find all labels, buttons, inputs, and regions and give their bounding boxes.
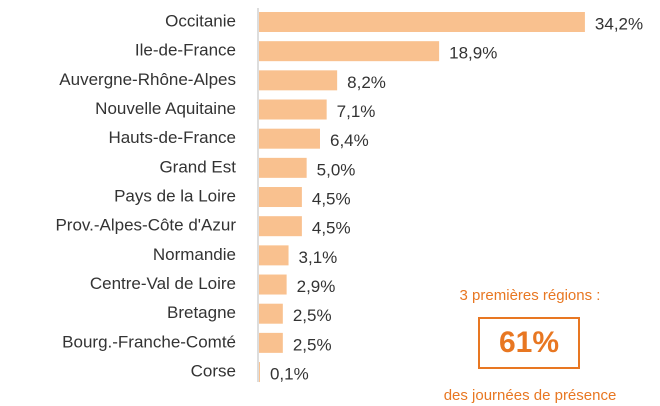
bar	[259, 274, 287, 295]
value-label: 4,5%	[312, 219, 351, 238]
category-label: Corse	[191, 362, 236, 381]
value-label: 8,2%	[347, 73, 386, 92]
category-label: Auvergne-Rhône-Alpes	[59, 70, 236, 89]
value-label: 2,9%	[297, 277, 336, 296]
annotation: des journées de présence	[444, 387, 617, 404]
value-label: 3,1%	[299, 248, 338, 267]
bar	[259, 245, 289, 266]
annotation: 3 premières régions :	[460, 287, 601, 304]
category-label: Nouvelle Aquitaine	[95, 99, 236, 118]
value-label: 6,4%	[330, 131, 369, 150]
value-label: 2,5%	[293, 335, 332, 354]
value-label: 18,9%	[449, 44, 497, 63]
bar	[259, 12, 585, 32]
category-label: Ile-de-France	[135, 41, 236, 60]
bar	[259, 216, 302, 237]
category-label: Pays de la Loire	[114, 187, 236, 206]
bar	[259, 99, 327, 120]
bar	[259, 362, 260, 383]
value-label: 34,2%	[595, 14, 643, 33]
bar	[259, 157, 307, 178]
value-label: 4,5%	[312, 190, 351, 209]
category-label: Grand Est	[159, 157, 236, 176]
value-label: 2,5%	[293, 306, 332, 325]
category-label: Bretagne	[167, 303, 236, 322]
category-label: Bourg.-Franche-Comté	[62, 332, 236, 351]
value-label: 7,1%	[337, 102, 376, 121]
bar	[259, 128, 320, 149]
bar	[259, 187, 302, 208]
category-label: Prov.-Alpes-Côte d'Azur	[55, 216, 236, 235]
bar	[259, 41, 440, 62]
category-label: Normandie	[153, 245, 236, 264]
annotation-highlight: 61%	[499, 326, 559, 359]
bar	[259, 332, 283, 353]
category-label: Centre-Val de Loire	[90, 274, 236, 293]
bar	[259, 70, 338, 91]
value-label: 0,1%	[270, 365, 309, 384]
category-label: Occitanie	[165, 11, 236, 30]
annotation-box	[478, 317, 580, 369]
bar	[259, 303, 283, 324]
value-label: 5,0%	[317, 160, 356, 179]
category-label: Hauts-de-France	[108, 128, 236, 147]
